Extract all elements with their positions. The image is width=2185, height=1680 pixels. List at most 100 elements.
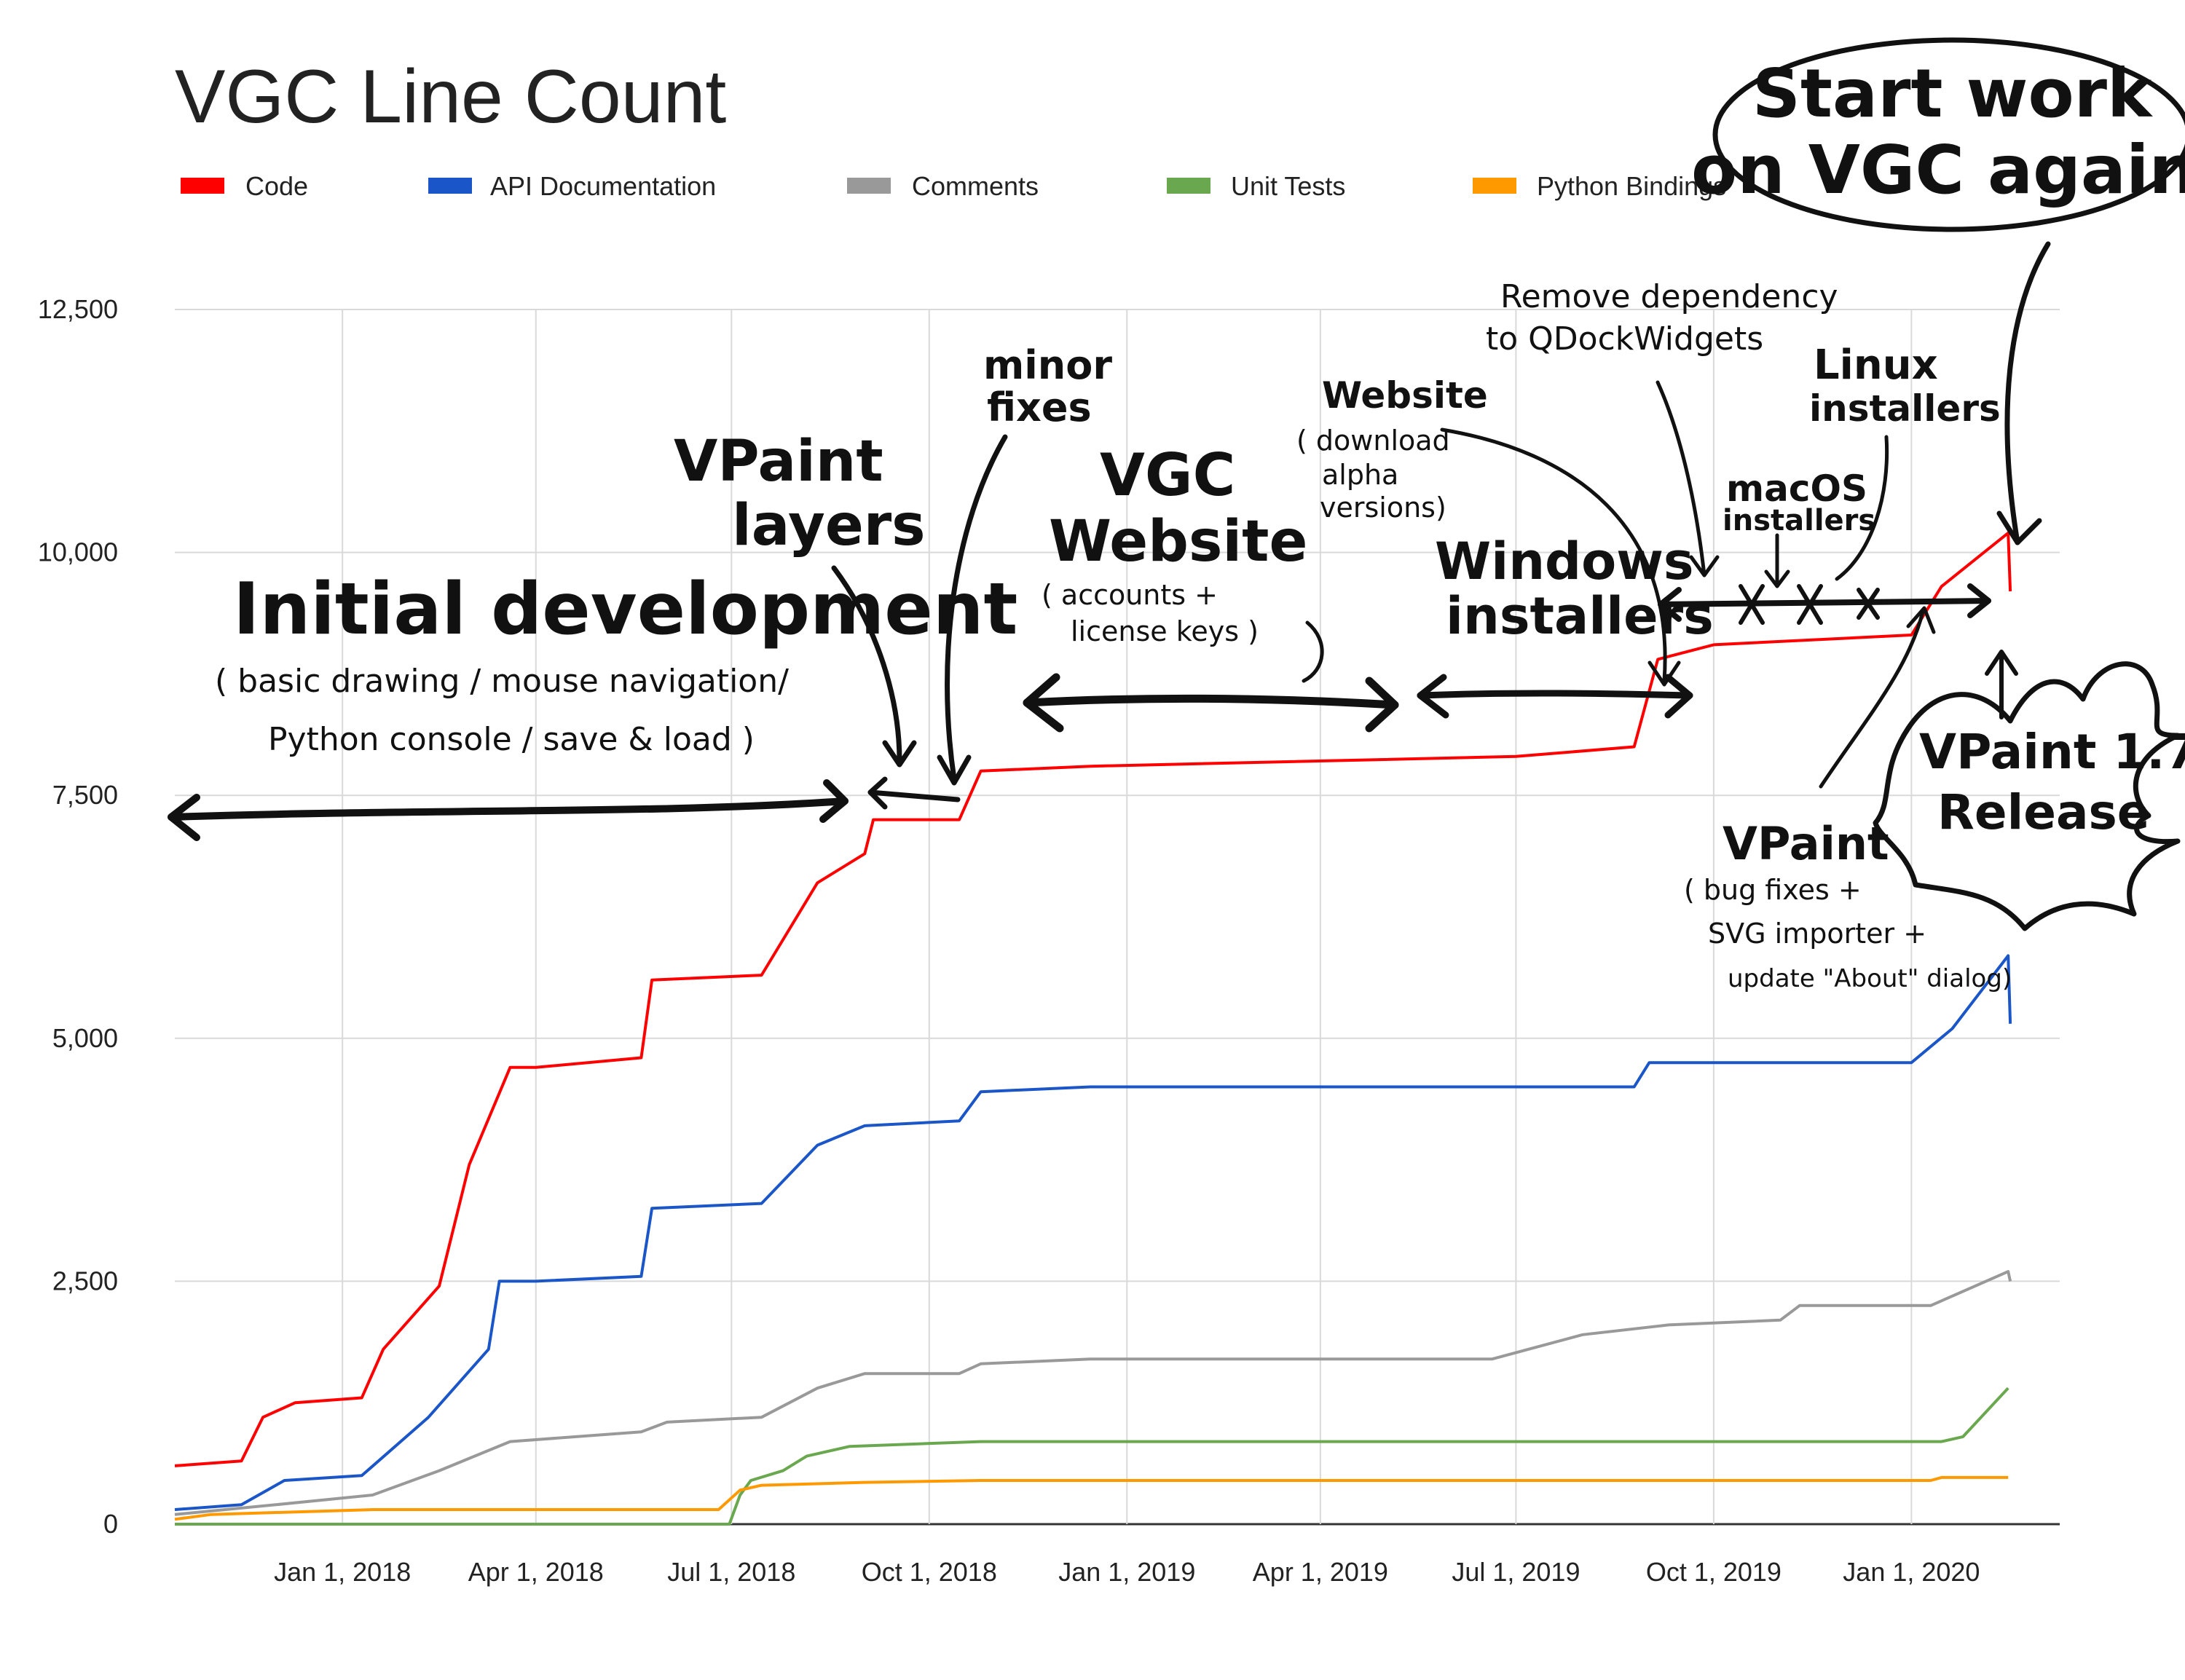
x-tick-label: Oct 1, 2019 xyxy=(1646,1557,1782,1587)
annotation-remove-dependency-line1: Remove dependency xyxy=(1500,278,1838,315)
mark-installers-1 xyxy=(1739,584,1765,625)
series-lines xyxy=(174,531,2012,1526)
arrow-installers-left xyxy=(1658,587,1682,622)
y-tick-label: 10,000 xyxy=(38,537,118,567)
annotation-vgc-website-line2: Website xyxy=(1049,509,1307,575)
legend-swatch-comments xyxy=(847,178,891,194)
arrow-minor-fixes xyxy=(945,434,1008,782)
arrow-initial-development-span xyxy=(168,797,849,821)
annotation-macos-line1: macOS xyxy=(1726,468,1867,510)
legend-label-code: Code xyxy=(245,171,308,201)
arrow-vgc-website-span-right xyxy=(1365,677,1399,733)
annotation-website-sub3: versions) xyxy=(1320,492,1446,524)
y-tick-label: 12,500 xyxy=(38,294,118,324)
annotation-start-work-line2: on VGC again! xyxy=(1691,131,2185,209)
arrow-vpaint-layers-head xyxy=(882,740,917,768)
y-axis-ticks: 0 2,500 5,000 7,500 10,000 12,500 xyxy=(38,294,118,1539)
arrow-vgc-website-span-left xyxy=(1023,673,1064,733)
legend: Code API Documentation Comments Unit Tes… xyxy=(181,171,1726,201)
annotation-vgc-website-line1: VGC xyxy=(1100,441,1235,509)
annotation-linux-line1: Linux xyxy=(1814,342,1938,389)
arrow-minor-fixes-head xyxy=(937,754,972,786)
y-tick-label: 7,500 xyxy=(52,780,118,810)
grid xyxy=(175,309,2060,1526)
arrow-initial-development-left-head xyxy=(168,794,200,841)
arrow-installers-span xyxy=(1658,598,1991,607)
legend-label-api-documentation: API Documentation xyxy=(490,171,716,201)
annotation-initial-development-sub1: ( basic drawing / mouse navigation/ xyxy=(215,663,789,700)
x-tick-label: Apr 1, 2018 xyxy=(468,1557,604,1587)
x-tick-label: Jan 1, 2019 xyxy=(1058,1557,1195,1587)
annotation-website-sub2: alpha xyxy=(1322,459,1398,491)
annotation-website-sub1: ( download xyxy=(1296,425,1450,457)
arrow-vgc-website-span xyxy=(1023,694,1399,709)
x-axis-ticks: Jan 1, 2018 Apr 1, 2018 Jul 1, 2018 Oct 1, … xyxy=(274,1557,1980,1587)
arrow-vpaint-bugfixes xyxy=(1819,610,1925,789)
legend-swatch-api-documentation xyxy=(428,178,472,194)
annotation-vpaint-layers-line2: layers xyxy=(732,493,926,559)
arrow-website-head xyxy=(1647,660,1681,687)
annotation-vpaint-bugfixes-sub3: update "About" dialog) xyxy=(1728,964,2012,993)
legend-label-python-bindings: Python Bindings xyxy=(1537,171,1726,201)
legend-swatch-unit-tests xyxy=(1167,178,1210,194)
x-tick-label: Jul 1, 2019 xyxy=(1452,1557,1580,1587)
annotation-minor-fixes-line2: fixes xyxy=(987,384,1092,430)
series-line-api-documentation xyxy=(174,954,2012,1511)
x-tick-label: Jan 1, 2020 xyxy=(1843,1557,1980,1587)
y-tick-label: 2,500 xyxy=(52,1266,118,1296)
annotation-minor-fixes-line1: minor xyxy=(983,342,1112,388)
y-tick-label: 5,000 xyxy=(52,1023,118,1053)
speech-bubble-outline xyxy=(1712,37,2185,232)
annotation-vpaint-layers-line1: VPaint xyxy=(674,429,883,494)
annotation-initial-development-sub2: Python console / save & load ) xyxy=(268,721,755,758)
series-line-python-bindings xyxy=(174,1475,2009,1521)
x-tick-label: Jan 1, 2018 xyxy=(274,1557,411,1587)
annotation-start-work-line1: Start work xyxy=(1752,55,2153,133)
annotation-vpaint-bugfixes-sub1: ( bug fixes + xyxy=(1684,874,1862,906)
arrow-vpaint-release-head xyxy=(1985,650,2018,676)
annotation-macos-line2: installers xyxy=(1723,504,1875,537)
annotation-linux-line2: installers xyxy=(1809,387,2001,430)
release-burst-outline xyxy=(1873,661,2181,931)
y-tick-label: 0 xyxy=(103,1509,118,1539)
annotations: Start work on VGC again! Remove dependen… xyxy=(168,37,2185,993)
annotation-vgc-website-sub2: license keys ) xyxy=(1071,615,1259,647)
legend-label-unit-tests: Unit Tests xyxy=(1231,171,1345,201)
arrow-initial-development-right-head xyxy=(819,779,849,823)
arrow-website xyxy=(1440,427,1667,683)
annotation-vpaint-bugfixes-sub2: SVG importer + xyxy=(1708,918,1926,950)
annotation-website: Website xyxy=(1322,374,1488,417)
legend-label-comments: Comments xyxy=(912,171,1039,201)
annotation-initial-development: Initial development xyxy=(233,568,1017,651)
arrow-linux xyxy=(1835,435,1889,581)
arrow-installers-right xyxy=(1967,583,1991,618)
annotation-remove-dependency-line2: to QDockWidgets xyxy=(1486,320,1763,358)
arrow-vpaint-layers-span-left xyxy=(867,776,888,810)
legend-swatch-code xyxy=(181,178,224,194)
x-tick-label: Oct 1, 2018 xyxy=(862,1557,997,1587)
arrow-windows-span-right xyxy=(1664,674,1693,719)
series-line-comments xyxy=(174,1270,2012,1516)
arrow-remove-dependency xyxy=(1656,380,1706,577)
arrow-windows-span xyxy=(1417,690,1693,699)
arrow-macos-head xyxy=(1764,569,1790,588)
arrow-start-work xyxy=(2004,241,2051,545)
annotation-windows-line1: Windows xyxy=(1435,532,1694,591)
x-tick-label: Jul 1, 2018 xyxy=(667,1557,795,1587)
arrow-vpaint-layers-span xyxy=(867,789,961,802)
arrow-remove-dependency-head xyxy=(1689,555,1720,577)
arrow-windows-span-left xyxy=(1417,674,1449,719)
arrow-vpaint-bugfixes-head xyxy=(1906,606,1936,634)
legend-swatch-python-bindings xyxy=(1473,178,1516,194)
annotation-vpaint-bugfixes-title: VPaint xyxy=(1723,817,1889,870)
arrow-vpaint-layers xyxy=(831,565,902,764)
annotation-vpaint-release-line1: VPaint 1.7 xyxy=(1919,724,2185,780)
annotation-vpaint-release-line2: Release xyxy=(1937,784,2150,840)
series-line-unit-tests xyxy=(175,1387,2009,1526)
chart-title: VGC Line Count xyxy=(175,55,726,139)
series-line-code xyxy=(174,531,2012,1467)
annotation-vgc-website-sub1: ( accounts + xyxy=(1042,579,1218,611)
arrow-start-work-head xyxy=(1996,510,2042,545)
bracket-vgc-website xyxy=(1302,620,1324,683)
